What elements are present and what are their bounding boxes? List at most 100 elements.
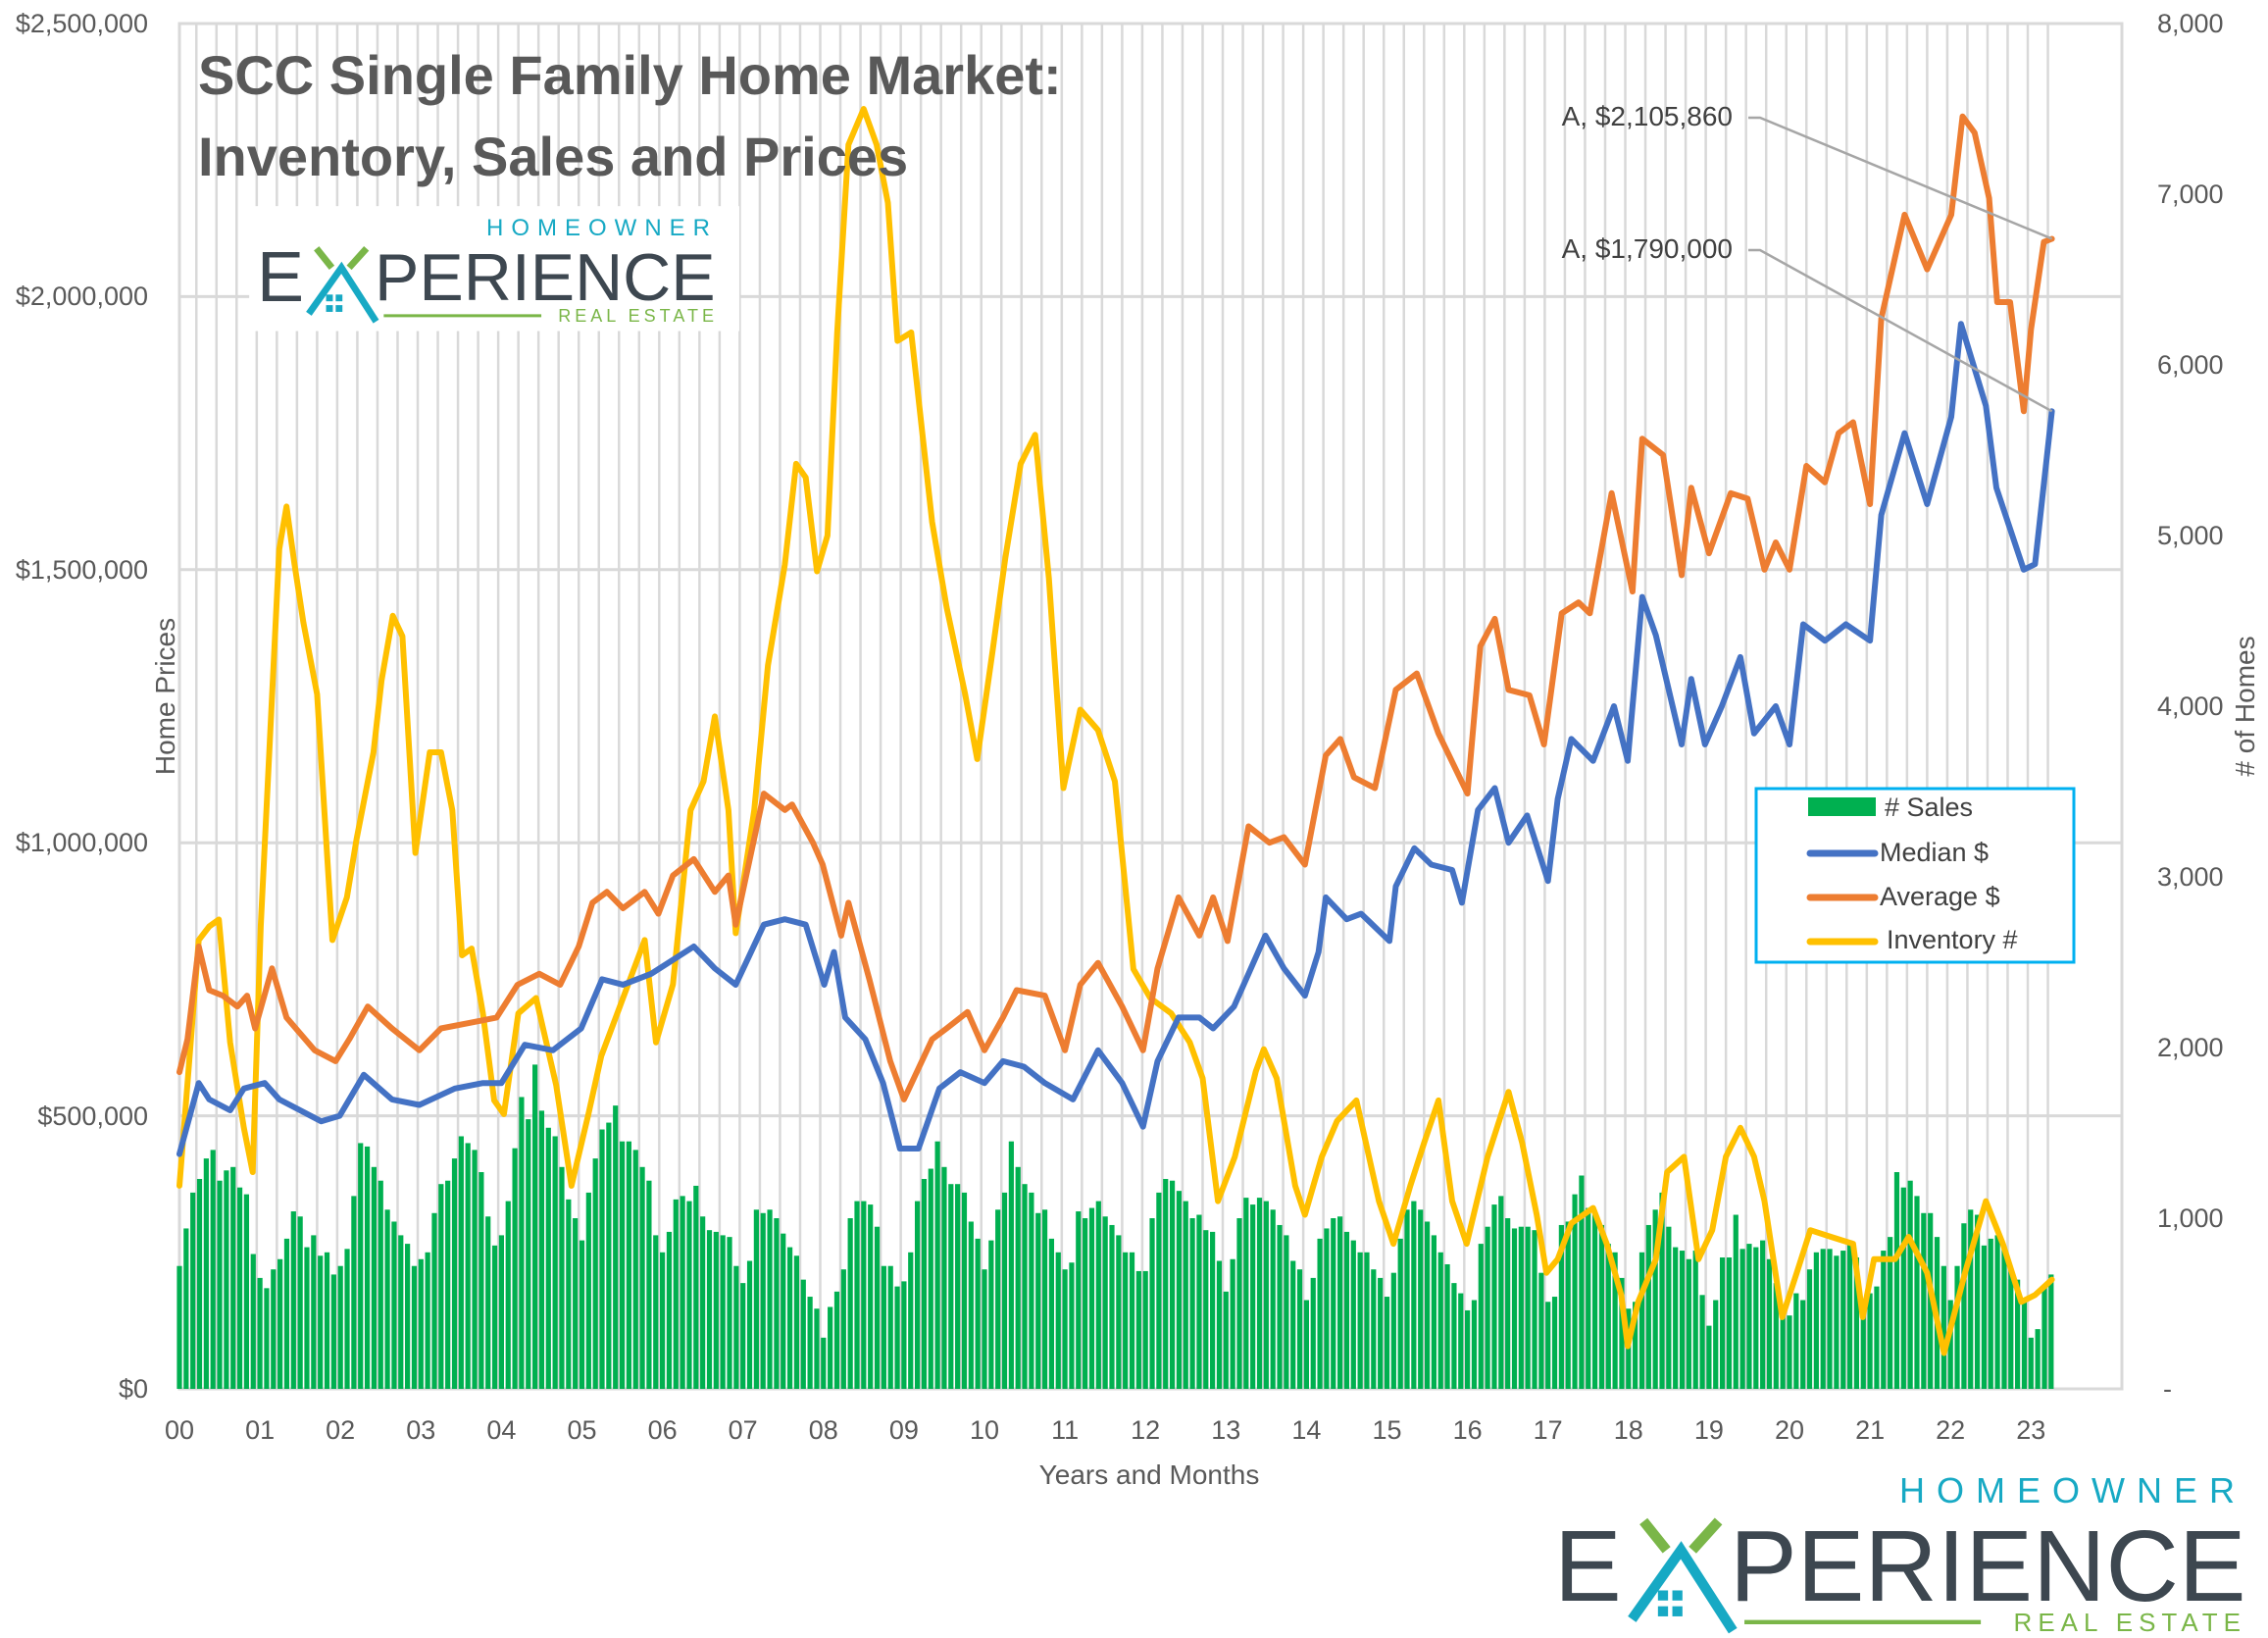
sales-bar bbox=[1149, 1218, 1155, 1389]
sales-bar bbox=[1263, 1201, 1269, 1389]
sales-bar bbox=[1478, 1244, 1484, 1389]
annotation-leader-line bbox=[1748, 248, 2053, 413]
sales-bar bbox=[1511, 1228, 1518, 1389]
logo-window-icon bbox=[335, 294, 343, 302]
right-tick-label: 1,000 bbox=[2157, 1203, 2224, 1233]
x-tick-label: 14 bbox=[1291, 1415, 1322, 1445]
sales-bar bbox=[2028, 1337, 2034, 1389]
sales-bar bbox=[1773, 1283, 1779, 1389]
sales-bar bbox=[847, 1218, 853, 1389]
sales-bar bbox=[1994, 1235, 2000, 1389]
chart-title-line1: SCC Single Family Home Market: bbox=[198, 44, 1062, 106]
sales-bar bbox=[1102, 1216, 1108, 1389]
sales-bar bbox=[1947, 1300, 1953, 1389]
sales-bars bbox=[176, 1064, 2054, 1389]
sales-bar bbox=[894, 1286, 900, 1389]
sales-bar bbox=[479, 1172, 484, 1389]
sales-bar bbox=[1163, 1178, 1169, 1389]
sales-bar bbox=[1008, 1141, 1014, 1389]
sales-bar bbox=[928, 1168, 933, 1389]
sales-bar bbox=[753, 1209, 759, 1389]
sales-bar bbox=[914, 1201, 921, 1389]
sales-bar bbox=[283, 1238, 290, 1389]
sales-bar bbox=[1860, 1300, 1866, 1389]
sales-bar bbox=[626, 1141, 631, 1389]
sales-bar bbox=[921, 1178, 928, 1389]
sales-bar bbox=[1176, 1191, 1183, 1389]
logo-x-right-arm bbox=[1688, 1517, 1723, 1554]
right-tick-label: 6,000 bbox=[2157, 350, 2224, 380]
sales-bar bbox=[1686, 1258, 1691, 1389]
sales-bar bbox=[1888, 1237, 1893, 1389]
sales-bar bbox=[1465, 1309, 1471, 1389]
sales-bar bbox=[2021, 1300, 2028, 1389]
logo-x-left-arm bbox=[314, 246, 335, 271]
sales-bar bbox=[746, 1260, 753, 1389]
left-tick-label: $1,000,000 bbox=[15, 828, 148, 858]
sales-bar bbox=[613, 1105, 619, 1389]
sales-bar bbox=[236, 1187, 243, 1389]
sales-bar bbox=[1324, 1228, 1330, 1389]
sales-bar bbox=[1853, 1257, 1860, 1389]
sales-bar bbox=[203, 1158, 209, 1389]
logo-roof-icon bbox=[1628, 1541, 1738, 1634]
sales-bar bbox=[532, 1064, 538, 1389]
sales-bar bbox=[1083, 1218, 1088, 1389]
sales-bar bbox=[1296, 1269, 1303, 1389]
sales-bar bbox=[887, 1265, 893, 1389]
logo-x-right-arm bbox=[346, 245, 370, 271]
sales-bar bbox=[2001, 1247, 2007, 1389]
sales-bar bbox=[1881, 1251, 1887, 1389]
sales-bar bbox=[995, 1209, 1001, 1389]
sales-bar bbox=[1633, 1302, 1638, 1389]
sales-bar bbox=[277, 1258, 283, 1389]
sales-bar bbox=[1196, 1214, 1202, 1389]
legend-label-inventory: Inventory # bbox=[1887, 925, 2018, 954]
sales-bar bbox=[666, 1231, 673, 1389]
sales-bar bbox=[1806, 1269, 1813, 1389]
sales-bar bbox=[619, 1141, 626, 1389]
sales-bar bbox=[1270, 1209, 1276, 1389]
x-tick-label: 04 bbox=[486, 1415, 517, 1445]
annotation-label-average: A, $2,105,860 bbox=[1561, 101, 1733, 131]
sales-bar bbox=[1095, 1201, 1101, 1389]
sales-bar bbox=[1001, 1192, 1008, 1389]
logo-roof-icon bbox=[306, 261, 379, 324]
x-tick-label: 08 bbox=[808, 1415, 838, 1445]
x-axis-label: Years and Months bbox=[1038, 1459, 1260, 1490]
sales-bar bbox=[1230, 1258, 1235, 1389]
x-tick-label: 03 bbox=[406, 1415, 436, 1445]
right-tick-label: - bbox=[2163, 1374, 2172, 1404]
sales-bar bbox=[176, 1265, 182, 1389]
sales-bar bbox=[371, 1166, 378, 1389]
sales-bar bbox=[230, 1166, 236, 1389]
sales-bar bbox=[693, 1185, 699, 1389]
logo-x-left-arm bbox=[1639, 1517, 1671, 1554]
sales-bar bbox=[1719, 1257, 1726, 1389]
logo-window-icon bbox=[1672, 1590, 1683, 1601]
sales-bar bbox=[2041, 1286, 2047, 1389]
sales-bar bbox=[243, 1194, 250, 1389]
sales-bar bbox=[1766, 1258, 1773, 1389]
annotation-label-median: A, $1,790,000 bbox=[1561, 233, 1733, 264]
sales-bar bbox=[733, 1265, 739, 1389]
sales-bar bbox=[1116, 1235, 1122, 1389]
x-tick-label: 10 bbox=[969, 1415, 1000, 1445]
sales-bar bbox=[1659, 1192, 1665, 1389]
sales-bar bbox=[1598, 1224, 1605, 1389]
sales-bar bbox=[1907, 1180, 1913, 1389]
sales-bar bbox=[673, 1199, 679, 1389]
sales-bar bbox=[1135, 1270, 1141, 1389]
sales-bar bbox=[1189, 1218, 1195, 1389]
sales-bar bbox=[1022, 1184, 1028, 1389]
sales-bar bbox=[1746, 1244, 1752, 1389]
sales-bar bbox=[1284, 1235, 1289, 1389]
x-tick-label: 15 bbox=[1372, 1415, 1402, 1445]
legend-label-sales: # Sales bbox=[1885, 793, 1974, 822]
x-tick-label: 13 bbox=[1211, 1415, 1241, 1445]
sales-bar bbox=[304, 1247, 310, 1389]
sales-bar bbox=[458, 1136, 464, 1389]
sales-bar bbox=[1458, 1293, 1464, 1389]
sales-bar bbox=[686, 1201, 692, 1389]
x-tick-label: 07 bbox=[728, 1415, 758, 1445]
